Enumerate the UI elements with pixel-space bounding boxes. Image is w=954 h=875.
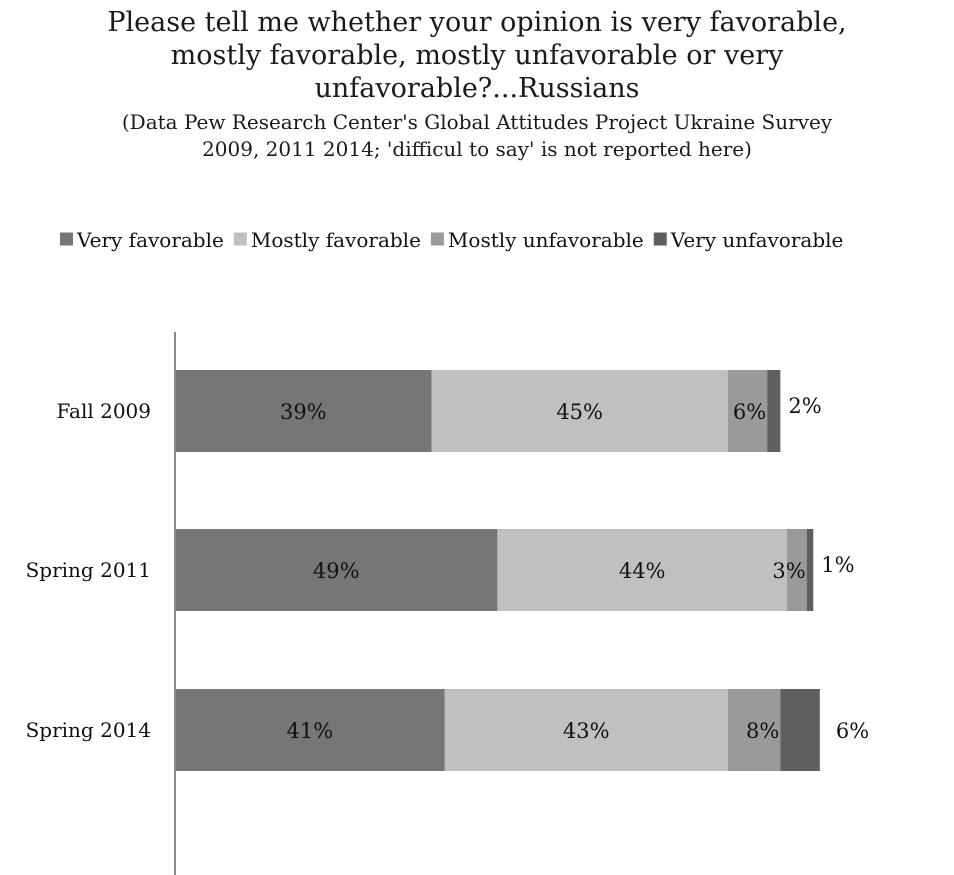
bar-very-unfavorable-spring-2014 bbox=[780, 689, 820, 771]
chart-header: Please tell me whether your opinion is v… bbox=[0, 6, 954, 163]
category-label-fall-2009: Fall 2009 bbox=[57, 399, 152, 423]
data-label-very-favorable-spring-2014: 41% bbox=[287, 719, 334, 743]
bar-mostly-unfavorable-spring-2011 bbox=[786, 529, 807, 611]
bar-very-unfavorable-fall-2009 bbox=[767, 370, 781, 452]
category-label-spring-2014: Spring 2014 bbox=[26, 718, 151, 742]
data-label-mostly-favorable-spring-2011: 44% bbox=[619, 559, 666, 583]
chart-subtitle: (Data Pew Research Center's Global Attit… bbox=[121, 110, 833, 161]
legend-swatch-mostly-favorable bbox=[233, 232, 247, 246]
legend-label-mostly-favorable: Mostly favorable bbox=[251, 228, 421, 252]
bar-very-favorable-spring-2011 bbox=[175, 529, 498, 611]
legend-label-very-unfavorable: Very unfavorable bbox=[670, 228, 844, 252]
data-label-mostly-unfavorable-fall-2009: 6% bbox=[733, 400, 766, 424]
data-label-very-favorable-fall-2009: 39% bbox=[280, 400, 327, 424]
bar-mostly-favorable-fall-2009 bbox=[431, 370, 728, 452]
bar-very-unfavorable-spring-2011 bbox=[806, 529, 814, 611]
data-label-mostly-unfavorable-spring-2011: 3% bbox=[772, 559, 805, 583]
data-label-very-unfavorable-fall-2009: 2% bbox=[788, 394, 821, 418]
bar-mostly-unfavorable-fall-2009 bbox=[727, 370, 768, 452]
bar-series: 39% 45% 6% 2% 49% 44% 3% 1% 41% 43% 8% 6% bbox=[175, 370, 869, 771]
data-label-mostly-favorable-fall-2009: 45% bbox=[556, 400, 603, 424]
category-label-spring-2011: Spring 2011 bbox=[26, 558, 151, 582]
legend-swatch-very-favorable bbox=[60, 232, 73, 246]
chart-legend: Very favorable Mostly favorable Mostly unf… bbox=[60, 228, 843, 252]
bar-very-favorable-fall-2009 bbox=[175, 370, 432, 452]
legend-swatch-mostly-unfavorable bbox=[430, 232, 444, 246]
data-label-very-unfavorable-spring-2014: 6% bbox=[836, 719, 869, 743]
legend-swatch-very-unfavorable bbox=[653, 232, 667, 246]
chart-title: Please tell me whether your opinion is v… bbox=[107, 7, 847, 104]
bar-very-favorable-spring-2014 bbox=[175, 689, 445, 771]
data-label-mostly-favorable-spring-2014: 43% bbox=[563, 719, 610, 743]
category-axis-labels: Fall 2009 Spring 2011 Spring 2014 bbox=[26, 399, 151, 742]
data-label-very-favorable-spring-2011: 49% bbox=[313, 559, 360, 583]
data-label-very-unfavorable-spring-2011: 1% bbox=[821, 553, 854, 577]
bar-mostly-favorable-spring-2011 bbox=[497, 529, 787, 611]
data-label-mostly-unfavorable-spring-2014: 8% bbox=[746, 719, 779, 743]
legend-label-very-favorable: Very favorable bbox=[76, 228, 224, 252]
legend-label-mostly-unfavorable: Mostly unfavorable bbox=[448, 228, 644, 252]
bar-mostly-favorable-spring-2014 bbox=[444, 689, 728, 771]
bar-mostly-unfavorable-spring-2014 bbox=[727, 689, 781, 771]
